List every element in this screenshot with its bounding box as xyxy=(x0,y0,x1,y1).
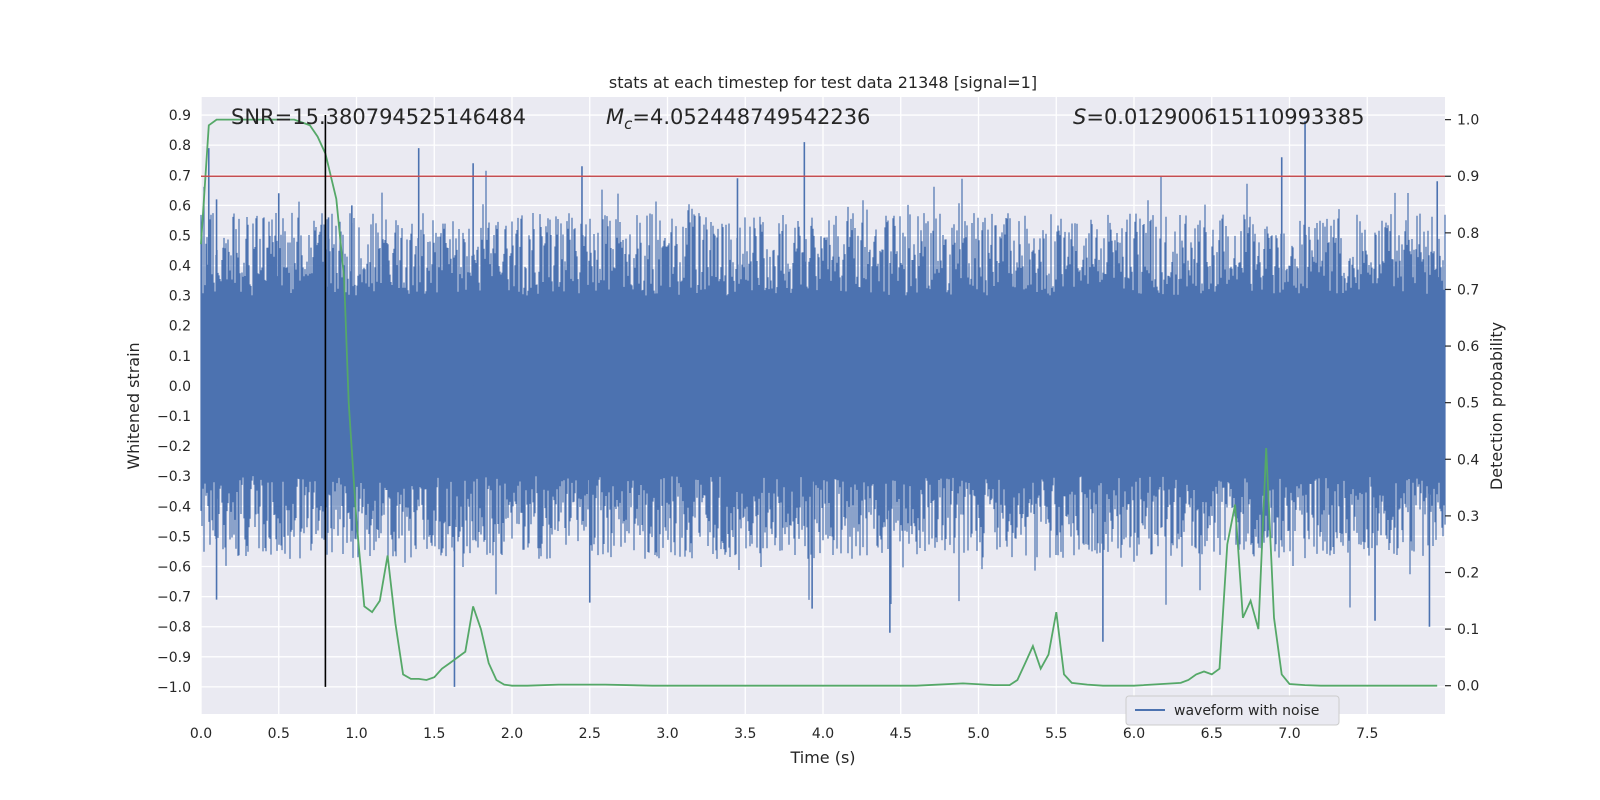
y2-tick-label: 0.8 xyxy=(1457,226,1479,242)
y2-tick-label: 0.0 xyxy=(1457,679,1479,695)
x-tick-label: 6.0 xyxy=(1123,726,1145,742)
y-tick-label: 0.5 xyxy=(169,228,191,244)
y2-tick-label: 0.9 xyxy=(1457,169,1479,185)
x-tick-label: 1.0 xyxy=(345,726,367,742)
x-tick-label: 5.0 xyxy=(967,726,989,742)
legend-box xyxy=(1125,695,1340,726)
x-axis-ticks: 0.0 0.5 1.0 1.5 2.0 2.5 3.0 3.5 4.0 4.5 5.0 5.5 6.0 6… xyxy=(190,726,1379,742)
chirp-mass-subscript: c xyxy=(624,115,633,133)
y-tick-label: 0.3 xyxy=(169,289,191,305)
waveform-line xyxy=(200,170,1446,608)
y-tick-label: −0.3 xyxy=(157,469,191,485)
chirp-mass-annotation: Mc=4.052448749542236 xyxy=(606,105,870,133)
y-tick-label: −0.9 xyxy=(157,650,191,666)
y-tick-label: 0.6 xyxy=(169,198,191,214)
x-tick-label: 4.5 xyxy=(890,726,912,742)
x-tick-label: 2.0 xyxy=(501,726,523,742)
s-value: =0.012900615110993385 xyxy=(1086,105,1364,129)
y2-axis-ticks: 1.0 0.9 0.8 0.7 0.6 0.5 0.4 0.3 0.2 0.1 0.0 xyxy=(1445,113,1479,695)
y2-axis-label: Detection probability xyxy=(1487,322,1506,490)
x-tick-label: 5.5 xyxy=(1045,726,1067,742)
x-tick-label: 1.5 xyxy=(423,726,445,742)
y2-tick-label: 0.1 xyxy=(1457,622,1479,638)
x-tick-label: 0.5 xyxy=(268,726,290,742)
x-tick-label: 4.0 xyxy=(812,726,834,742)
chart-title: stats at each timestep for test data 213… xyxy=(609,73,1037,92)
y-tick-label: −0.4 xyxy=(157,499,191,515)
x-tick-label: 3.5 xyxy=(734,726,756,742)
x-tick-label: 6.5 xyxy=(1201,726,1223,742)
legend-label: waveform with noise xyxy=(1174,703,1319,719)
y-tick-label: −0.5 xyxy=(157,529,191,545)
chirp-mass-value: =4.052448749542236 xyxy=(632,105,870,129)
y2-tick-label: 0.5 xyxy=(1457,396,1479,412)
probability-series xyxy=(200,118,1438,687)
y-tick-label: −0.6 xyxy=(157,560,191,576)
x-tick-label: 3.0 xyxy=(656,726,678,742)
y-tick-label: 0.7 xyxy=(169,168,191,184)
y-axis-label: Whitened strain xyxy=(124,342,143,469)
y-tick-label: 0.4 xyxy=(169,259,191,275)
y2-tick-label: 1.0 xyxy=(1457,113,1479,129)
x-tick-label: 2.5 xyxy=(579,726,601,742)
y-tick-label: −1.0 xyxy=(157,680,191,696)
x-tick-label: 7.0 xyxy=(1278,726,1300,742)
y-tick-label: −0.2 xyxy=(157,439,191,455)
snr-annotation: SNR=15.380794525146484 xyxy=(231,105,526,129)
y2-tick-label: 0.4 xyxy=(1457,452,1479,468)
s-symbol: S xyxy=(1073,105,1086,129)
y-tick-label: 0.0 xyxy=(169,379,191,395)
x-axis-label: Time (s) xyxy=(789,748,855,767)
x-tick-label: 7.5 xyxy=(1356,726,1378,742)
y2-tick-label: 0.6 xyxy=(1457,339,1479,355)
y-tick-label: −0.1 xyxy=(157,409,191,425)
y-tick-label: −0.8 xyxy=(157,620,191,636)
s-annotation: S=0.012900615110993385 xyxy=(1073,105,1364,129)
y-tick-label: 0.8 xyxy=(169,138,191,154)
y2-tick-label: 0.3 xyxy=(1457,509,1479,525)
y-tick-label: 0.2 xyxy=(169,319,191,335)
chirp-mass-symbol: M xyxy=(606,105,624,129)
x-tick-label: 0.0 xyxy=(190,726,212,742)
y-axis-ticks: 0.9 0.8 0.7 0.6 0.5 0.4 0.3 0.2 0.1 0.0 −0.1 −0.2 −0… xyxy=(157,108,191,696)
y-tick-label: −0.7 xyxy=(157,590,191,606)
y-tick-label: 0.9 xyxy=(169,108,191,124)
reference-lines xyxy=(201,115,1445,687)
y2-tick-label: 0.7 xyxy=(1457,282,1479,298)
probability-line xyxy=(200,118,1438,687)
waveform-series xyxy=(200,121,1446,687)
y2-tick-label: 0.2 xyxy=(1457,565,1479,581)
legend: waveform with noise xyxy=(1125,695,1340,726)
y-tick-label: 0.1 xyxy=(169,349,191,365)
